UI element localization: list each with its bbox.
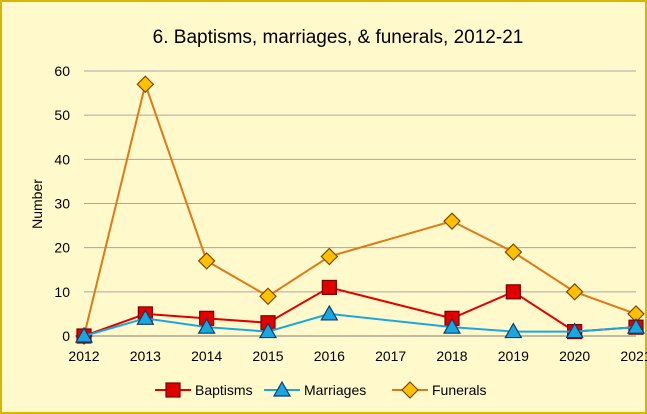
funerals-point-2018 <box>444 213 460 229</box>
y-tick-labels: 0 10 20 30 40 50 60 <box>54 63 70 344</box>
legend: Baptisms Marriages Funerals <box>155 382 486 398</box>
marriages-point-2016 <box>321 306 337 320</box>
x-tick-2018: 2018 <box>436 348 467 364</box>
x-tick-2015: 2015 <box>252 348 283 364</box>
baptisms-line <box>84 287 636 336</box>
legend-funerals-marker <box>402 382 418 398</box>
y-tick-50: 50 <box>54 107 70 123</box>
funerals-point-2019 <box>505 244 521 260</box>
funerals-point-2014 <box>199 253 215 269</box>
funerals-point-2013 <box>137 76 153 92</box>
x-tick-labels: 2012 2013 2014 2015 2016 2017 2018 2019 2020 2021 <box>68 348 647 364</box>
gridlines <box>84 71 636 336</box>
funerals-point-2016 <box>321 249 337 265</box>
x-tick-2017: 2017 <box>375 348 406 364</box>
y-tick-30: 30 <box>54 196 70 212</box>
baptisms-point-2016 <box>322 280 336 294</box>
chart-title: 6. Baptisms, marriages, & funerals, 2012… <box>153 27 524 48</box>
y-tick-0: 0 <box>62 328 70 344</box>
x-tick-2016: 2016 <box>314 348 345 364</box>
legend-funerals-label: Funerals <box>432 382 486 398</box>
legend-baptisms-marker <box>166 383 180 397</box>
y-tick-10: 10 <box>54 284 70 300</box>
x-tick-2013: 2013 <box>130 348 161 364</box>
y-axis-label: Number <box>29 179 45 229</box>
funerals-point-2020 <box>567 284 583 300</box>
funerals-point-2015 <box>260 288 276 304</box>
x-tick-2012: 2012 <box>68 348 99 364</box>
funerals-line <box>84 84 636 336</box>
series-lines <box>76 76 644 344</box>
y-tick-20: 20 <box>54 240 70 256</box>
y-tick-60: 60 <box>54 63 70 79</box>
x-tick-2014: 2014 <box>191 348 222 364</box>
y-tick-40: 40 <box>54 151 70 167</box>
x-tick-2019: 2019 <box>498 348 529 364</box>
x-tick-2020: 2020 <box>559 348 590 364</box>
baptisms-point-2019 <box>506 285 520 299</box>
legend-baptisms-label: Baptisms <box>195 382 253 398</box>
legend-marriages-label: Marriages <box>304 382 366 398</box>
x-tick-2021: 2021 <box>620 348 647 364</box>
